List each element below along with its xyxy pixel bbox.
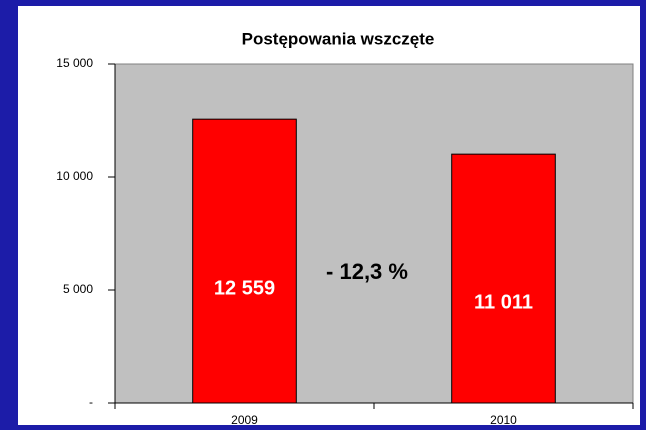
bar bbox=[192, 118, 297, 404]
y-tick-label: 5 000 bbox=[63, 282, 93, 296]
y-tick-label: - bbox=[89, 395, 93, 409]
x-tick-label: 2010 bbox=[490, 413, 517, 427]
value-label: 12 559 bbox=[214, 278, 275, 300]
chart-title: Postępowania wszczęte bbox=[242, 29, 435, 48]
value-label: 11 011 bbox=[474, 292, 533, 314]
y-tick-label: 15 000 bbox=[56, 56, 93, 70]
y-tick-label: 10 000 bbox=[56, 169, 93, 183]
bar bbox=[451, 153, 556, 404]
x-tick-label: 2009 bbox=[231, 413, 258, 427]
annotation: - 12,3 % bbox=[326, 259, 408, 284]
